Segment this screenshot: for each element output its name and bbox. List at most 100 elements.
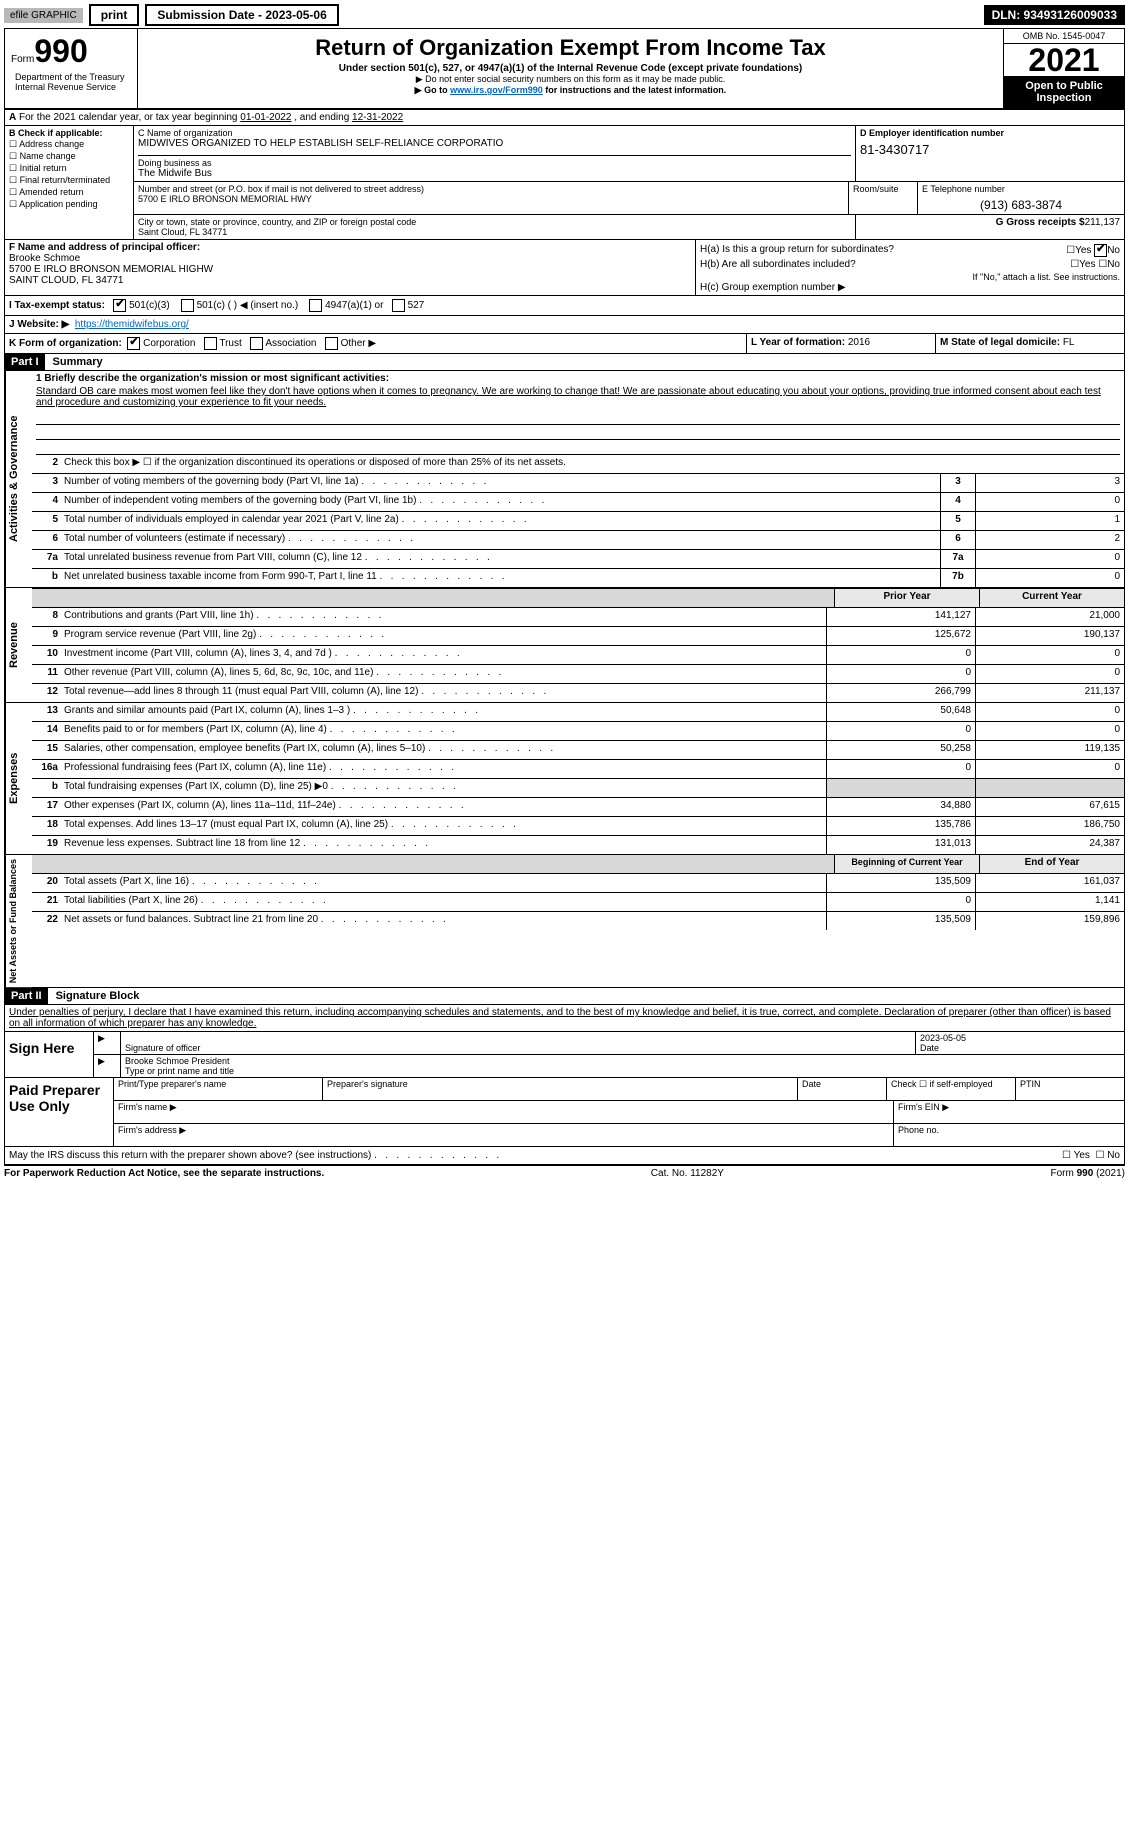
line-label: Total assets (Part X, line 16) — [60, 874, 826, 892]
line-label: Contributions and grants (Part VIII, lin… — [60, 608, 826, 626]
current-value: 119,135 — [975, 741, 1124, 759]
chk-application-pending[interactable]: ☐ Application pending — [9, 199, 129, 210]
chk-501c3[interactable] — [113, 299, 126, 312]
summary-line: 17 Other expenses (Part IX, column (A), … — [32, 798, 1124, 817]
irs-link[interactable]: www.irs.gov/Form990 — [450, 85, 543, 95]
paid-preparer-block: Paid Preparer Use Only Print/Type prepar… — [4, 1078, 1125, 1147]
dept-label: Department of the Treasury Internal Reve… — [11, 70, 131, 94]
chk-final-return[interactable]: ☐ Final return/terminated — [9, 175, 129, 186]
chk-amended[interactable]: ☐ Amended return — [9, 187, 129, 198]
block-fh: F Name and address of principal officer:… — [4, 240, 1125, 296]
blank-line — [36, 410, 1120, 425]
declaration-text: Under penalties of perjury, I declare th… — [4, 1005, 1125, 1032]
current-value: 159,896 — [975, 912, 1124, 930]
line-value: 0 — [975, 569, 1124, 587]
section-l: L Year of formation: 2016 — [747, 334, 936, 353]
current-value: 0 — [975, 722, 1124, 740]
form-number: 990 — [34, 33, 87, 69]
section-k: K Form of organization: Corporation Trus… — [5, 334, 747, 353]
phone-label: Phone no. — [894, 1124, 1124, 1146]
hc-label: H(c) Group exemption number ▶ — [700, 282, 1120, 293]
line-label: Investment income (Part VIII, column (A)… — [60, 646, 826, 664]
expenses-section: Expenses 13 Grants and similar amounts p… — [4, 703, 1125, 855]
netassets-section: Net Assets or Fund Balances Beginning of… — [4, 855, 1125, 988]
summary-line: 11 Other revenue (Part VIII, column (A),… — [32, 665, 1124, 684]
summary-line: 6 Total number of volunteers (estimate i… — [32, 531, 1124, 550]
chk-4947[interactable] — [309, 299, 322, 312]
prior-value: 131,013 — [826, 836, 975, 854]
current-value: 0 — [975, 703, 1124, 721]
prior-value: 0 — [826, 665, 975, 683]
current-value: 0 — [975, 646, 1124, 664]
year-formation: 2016 — [848, 337, 870, 348]
summary-line: 18 Total expenses. Add lines 13–17 (must… — [32, 817, 1124, 836]
end-year-header: End of Year — [979, 855, 1124, 873]
form-year-block: OMB No. 1545-0047 2021 Open to Public In… — [1003, 29, 1124, 108]
irs-discuss-answer[interactable]: ☐ Yes ☐ No — [1062, 1150, 1120, 1161]
line-box-num: 3 — [940, 474, 975, 492]
prior-value: 50,648 — [826, 703, 975, 721]
section-m: M State of legal domicile: FL — [936, 334, 1124, 353]
telephone-value: (913) 683-3874 — [922, 198, 1120, 212]
chk-501c[interactable] — [181, 299, 194, 312]
prior-value — [826, 779, 975, 797]
line-label: Total number of individuals employed in … — [60, 512, 940, 530]
street-address: 5700 E IRLO BRONSON MEMORIAL HWY — [138, 194, 844, 204]
col-cd: C Name of organization MIDWIVES ORGANIZE… — [134, 126, 1124, 239]
col-b: B Check if applicable: ☐ Address change … — [5, 126, 134, 239]
line-label: Total liabilities (Part X, line 26) — [60, 893, 826, 911]
chk-association[interactable] — [250, 337, 263, 350]
ein-value: 81-3430717 — [860, 142, 1120, 157]
line-value: 0 — [975, 493, 1124, 511]
preparer-sig-label: Preparer's signature — [323, 1078, 798, 1100]
city-block: City or town, state or province, country… — [134, 215, 855, 239]
self-employed-check[interactable]: Check ☐ if self-employed — [887, 1078, 1016, 1100]
summary-line: 5 Total number of individuals employed i… — [32, 512, 1124, 531]
current-value: 190,137 — [975, 627, 1124, 645]
form-id-block: Form990 Department of the Treasury Inter… — [5, 29, 138, 108]
chk-other[interactable] — [325, 337, 338, 350]
current-year-header: Current Year — [979, 589, 1124, 607]
summary-line: 15 Salaries, other compensation, employe… — [32, 741, 1124, 760]
form-label: Form — [11, 54, 34, 65]
block-bcd: B Check if applicable: ☐ Address change … — [4, 126, 1125, 240]
line-box-num: 6 — [940, 531, 975, 549]
chk-trust[interactable] — [204, 337, 217, 350]
print-button[interactable]: print — [89, 4, 140, 26]
section-j: J Website: ▶ https://themidwifebus.org/ — [4, 316, 1125, 334]
prior-value: 0 — [826, 893, 975, 911]
block-klm: K Form of organization: Corporation Trus… — [4, 334, 1125, 354]
section-h: H(a) Is this a group return for subordin… — [696, 240, 1124, 295]
summary-line: 21 Total liabilities (Part X, line 26) 0… — [32, 893, 1124, 912]
chk-address-change[interactable]: ☐ Address change — [9, 139, 129, 150]
line-label: Number of voting members of the governin… — [60, 474, 940, 492]
hb-answer: ☐Yes ☐No — [1070, 259, 1120, 270]
part-ii-header: Part II Signature Block — [4, 988, 1125, 1005]
telephone-block: E Telephone number (913) 683-3874 — [918, 182, 1124, 214]
line-label: Number of independent voting members of … — [60, 493, 940, 511]
submission-date: Submission Date - 2023-05-06 — [145, 4, 338, 26]
top-bar: efile GRAPHIC print Submission Date - 20… — [4, 4, 1125, 26]
tax-year: 2021 — [1004, 44, 1124, 76]
line-label: Total number of volunteers (estimate if … — [60, 531, 940, 549]
chk-initial-return[interactable]: ☐ Initial return — [9, 163, 129, 174]
chk-527[interactable] — [392, 299, 405, 312]
form-title-block: Return of Organization Exempt From Incom… — [138, 29, 1003, 108]
paid-preparer-label: Paid Preparer Use Only — [5, 1078, 114, 1146]
preparer-name-label: Print/Type preparer's name — [114, 1078, 323, 1100]
officer-addr2: SAINT CLOUD, FL 34771 — [9, 275, 124, 286]
current-value: 211,137 — [975, 684, 1124, 702]
line-label: Total expenses. Add lines 13–17 (must eq… — [60, 817, 826, 835]
summary-line: 4 Number of independent voting members o… — [32, 493, 1124, 512]
governance-section: Activities & Governance 1 Briefly descri… — [4, 371, 1125, 588]
current-value: 161,037 — [975, 874, 1124, 892]
line-label: Total fundraising expenses (Part IX, col… — [60, 779, 826, 797]
mission-block: 1 Briefly describe the organization's mi… — [32, 371, 1124, 410]
cat-number: Cat. No. 11282Y — [651, 1168, 724, 1179]
chk-name-change[interactable]: ☐ Name change — [9, 151, 129, 162]
website-link[interactable]: https://themidwifebus.org/ — [75, 319, 189, 330]
chk-corporation[interactable] — [127, 337, 140, 350]
signature-officer: Signature of officer — [121, 1032, 916, 1054]
ptin-label: PTIN — [1016, 1078, 1124, 1100]
current-value: 0 — [975, 665, 1124, 683]
